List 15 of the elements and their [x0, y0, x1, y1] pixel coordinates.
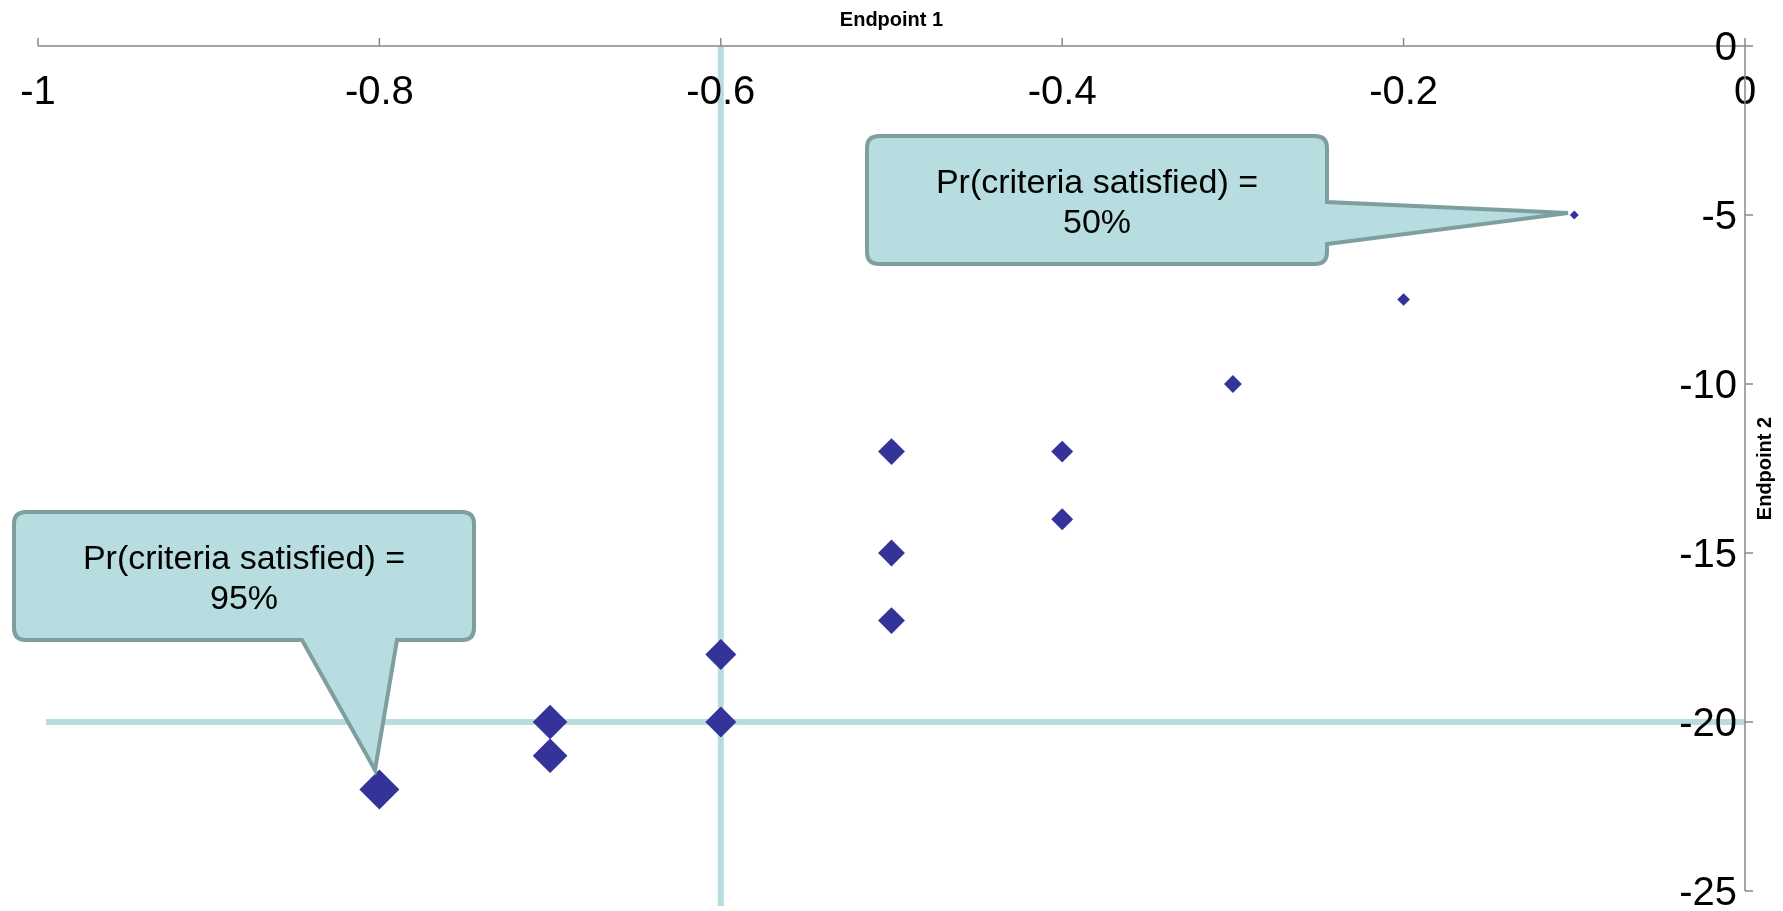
- y-axis-title: Endpoint 2: [1753, 416, 1775, 521]
- x-tick-label: -0.8: [344, 68, 414, 112]
- y-tick-label: -25: [1679, 869, 1737, 911]
- y-tick-label: -5: [1701, 193, 1737, 237]
- x-tick-label: -0.4: [1027, 68, 1097, 112]
- annotation: Pr(criteria satisfied) = 95%: [82, 538, 406, 616]
- y-tick-label: -10: [1679, 362, 1737, 406]
- x-axis-title: Endpoint 1: [839, 8, 944, 30]
- y-tick-label: 0: [1714, 24, 1737, 68]
- x-tick-label: -0.2: [1369, 68, 1439, 112]
- x-tick-label: -0.6: [686, 68, 756, 112]
- x-tick-label: -1: [20, 68, 56, 112]
- y-tick-label: -20: [1679, 700, 1737, 744]
- annotation: Pr(criteria satisfied) = 50%: [935, 162, 1259, 240]
- y-tick-label: -15: [1679, 531, 1737, 575]
